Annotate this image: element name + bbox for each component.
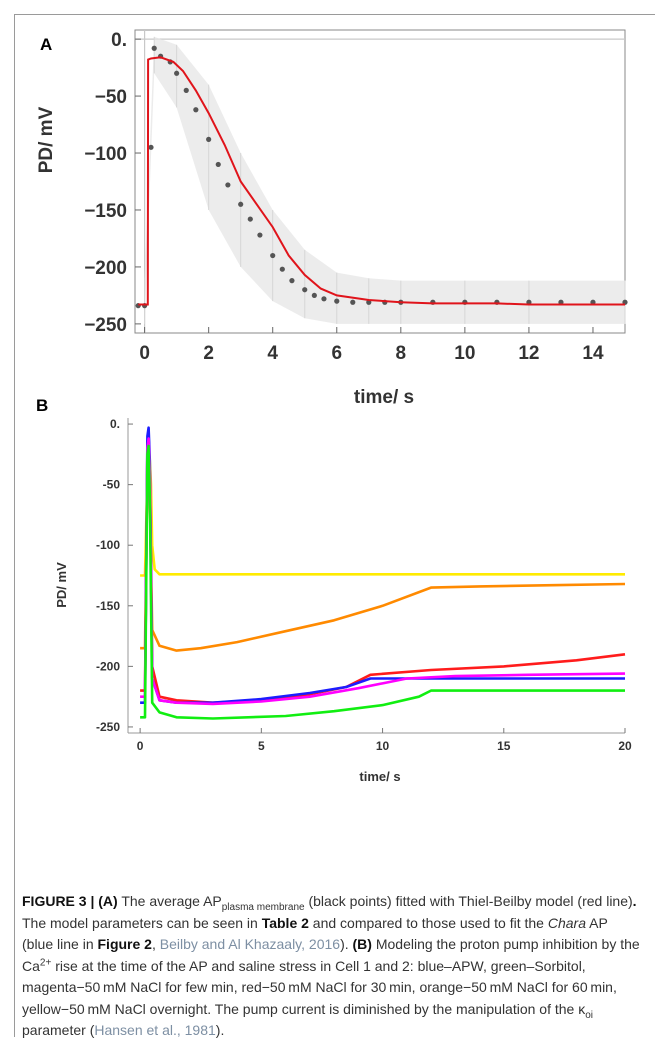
panel-b-series-line bbox=[140, 444, 625, 720]
panel-a-error-band bbox=[144, 36, 625, 324]
panel-b-series-line bbox=[140, 456, 625, 577]
panel-a-data-point bbox=[289, 278, 295, 284]
panel-a-data-point bbox=[193, 107, 199, 113]
panel-a-ytick-label: −150 bbox=[84, 201, 127, 222]
panel-b-ytick-label: -100 bbox=[96, 538, 120, 552]
panel-b-ylabel: PD/ mV bbox=[54, 562, 69, 608]
panel-a-data-point bbox=[257, 232, 263, 238]
panel-a-xtick-label: 14 bbox=[582, 343, 604, 364]
panel-a-xtick-label: 8 bbox=[396, 343, 407, 364]
panel-a-xtick-label: 4 bbox=[267, 343, 278, 364]
panel-a-xtick-label: 0 bbox=[139, 343, 150, 364]
panel-a-data-point bbox=[206, 136, 212, 142]
panel-b-series-line bbox=[140, 437, 626, 706]
panel-b-series-line bbox=[140, 434, 626, 704]
panel-b-xtick-label: 20 bbox=[618, 739, 632, 753]
panel-a-data-point bbox=[302, 287, 308, 293]
caption-label: FIGURE 3 | bbox=[22, 893, 95, 909]
frame-left-border bbox=[14, 14, 15, 1037]
panel-b-xtick-label: 0 bbox=[137, 739, 144, 753]
panel-a-xtick-label: 12 bbox=[518, 343, 539, 364]
panel-a-data-point bbox=[279, 266, 285, 272]
panel-b-xlabel: time/ s bbox=[359, 769, 400, 784]
panel-a-letter: A bbox=[40, 35, 52, 54]
panel-b-letter: B bbox=[36, 396, 48, 415]
panel-a-data-point bbox=[247, 216, 253, 222]
panel-b-xtick-label: 15 bbox=[497, 739, 511, 753]
figure-caption: FIGURE 3 | (A) The average APplasma memb… bbox=[22, 893, 640, 1038]
panel-a-chart: A PD/ mV time/ s 0. −50 −100 −150 −200 −250 0 2… bbox=[36, 29, 628, 408]
caption-figure-link[interactable]: Figure 2 bbox=[97, 936, 152, 952]
panel-a-data-point bbox=[350, 299, 356, 305]
panel-a-ytick-label: −250 bbox=[84, 315, 127, 336]
panel-a-xtick-label: 2 bbox=[203, 343, 214, 364]
panel-b-ytick-label: -200 bbox=[96, 659, 120, 673]
panel-a-ytick-label: 0. bbox=[111, 30, 127, 51]
panel-a-xtick-label: 10 bbox=[454, 343, 475, 364]
panel-b-ytick-label: -150 bbox=[96, 599, 120, 613]
panel-a-data-point bbox=[151, 45, 157, 51]
panel-b-ytick-label: -250 bbox=[96, 720, 120, 734]
panel-b-xtick-label: 10 bbox=[376, 739, 390, 753]
panel-a-data-point bbox=[311, 292, 317, 299]
panel-a-data-point bbox=[174, 70, 180, 76]
panel-a-data-point bbox=[148, 144, 154, 150]
caption-reference-link-2[interactable]: Hansen et al., 1981 bbox=[94, 1022, 216, 1038]
panel-a-ytick-label: −200 bbox=[84, 258, 127, 279]
panel-a-data-point bbox=[183, 87, 189, 93]
panel-a-data-point bbox=[215, 161, 221, 168]
panel-a-ylabel: PD/ mV bbox=[36, 106, 57, 173]
panel-b-xtick-label: 5 bbox=[258, 739, 265, 753]
panel-a-data-point bbox=[321, 296, 327, 302]
panel-a-data-point bbox=[270, 252, 276, 259]
caption-panel-a: (A) bbox=[98, 893, 118, 909]
panel-a-data-point bbox=[238, 201, 244, 207]
caption-table-link[interactable]: Table 2 bbox=[261, 914, 309, 931]
caption-panel-b: (B) bbox=[352, 936, 372, 952]
panel-b-ytick-label: -50 bbox=[103, 478, 121, 492]
frame-top-border bbox=[14, 14, 655, 15]
panel-a-ytick-label: −100 bbox=[84, 144, 127, 165]
panel-a-data-point bbox=[225, 182, 231, 188]
panel-a-model-line bbox=[138, 56, 625, 306]
panel-a-xlabel: time/ s bbox=[354, 387, 414, 408]
caption-reference-link[interactable]: Beilby and Al Khazaaly, 2016 bbox=[159, 936, 341, 952]
panel-b-series-line bbox=[140, 459, 626, 652]
panel-b-chart: B PD/ mV time/ s 0. -50 -100 -150 -200 -250 0 5… bbox=[36, 396, 632, 784]
panel-a-data-point bbox=[334, 298, 340, 304]
panel-b-ytick-label: 0. bbox=[110, 417, 120, 431]
panel-a-xtick-label: 6 bbox=[331, 343, 342, 364]
panel-a-ytick-label: −50 bbox=[95, 87, 127, 108]
